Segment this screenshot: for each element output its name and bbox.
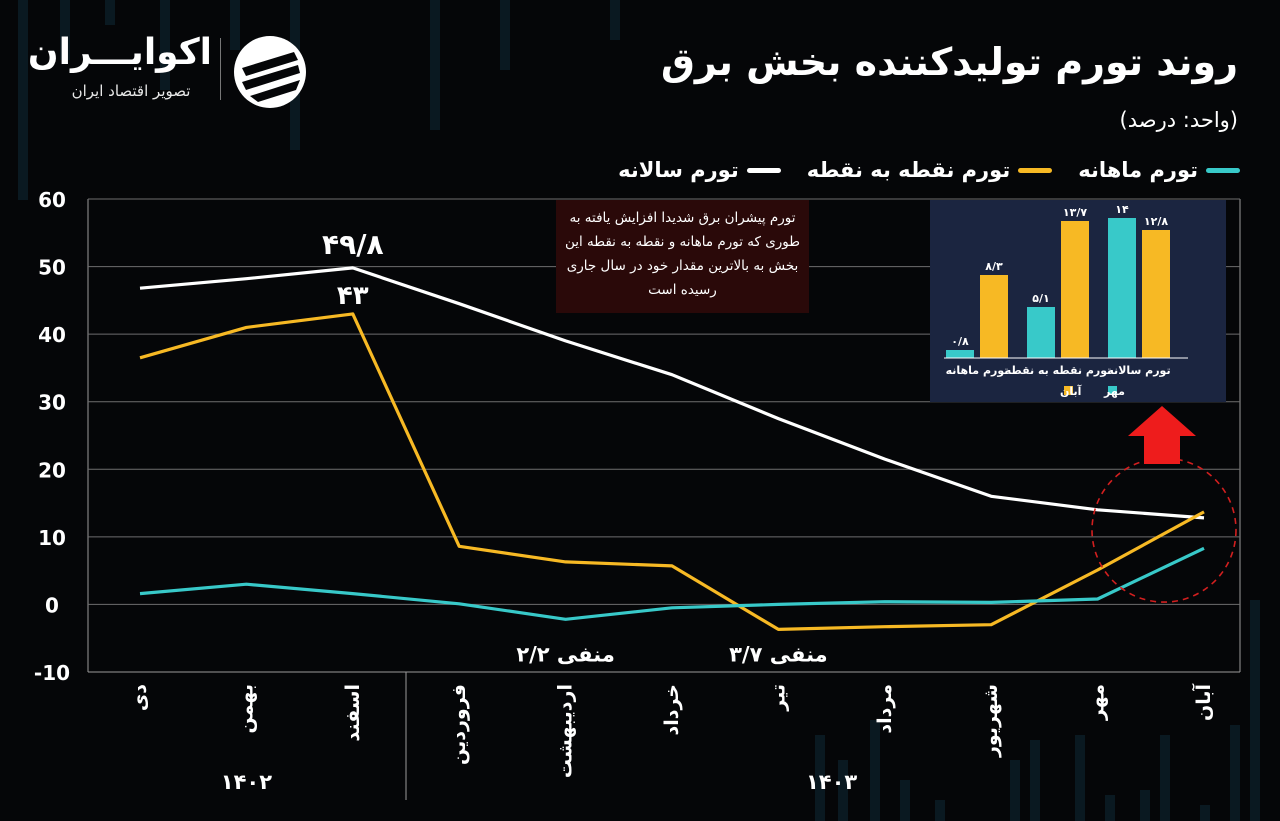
- year-group-label: ۱۴۰۳: [806, 770, 857, 794]
- inset-bar-label: ۵/۱: [1032, 292, 1049, 305]
- x-tick-label: دی: [129, 684, 151, 711]
- inset-bar-label: ۸/۳: [985, 260, 1003, 273]
- legend-label-point-to-point: تورم نقطه به نقطه: [806, 158, 1011, 182]
- y-tick-label: 50: [38, 256, 66, 280]
- inset-bar: [980, 275, 1008, 358]
- bg-candle-18: [1140, 790, 1150, 821]
- logo-divider: [220, 38, 221, 100]
- legend-swatch-annual: [746, 167, 781, 173]
- series-line-2: [139, 546, 1205, 621]
- x-tick-label: فروردین: [448, 684, 470, 765]
- bg-candle-14: [1010, 760, 1020, 821]
- bg-candle-21: [1230, 725, 1240, 821]
- legend-label-annual: تورم سالانه: [618, 158, 739, 182]
- x-tick-label: خرداد: [661, 684, 683, 736]
- bg-candle-22: [1250, 600, 1260, 821]
- inset-bar-label: ۱۳/۷: [1063, 206, 1087, 219]
- legend-item-point-to-point: تورم نقطه به نقطه: [806, 158, 1053, 182]
- inset-bar: [946, 350, 974, 358]
- page-title: روند تورم تولیدکننده بخش برق: [660, 40, 1238, 84]
- logo-name: اکوایـــران: [27, 32, 212, 73]
- x-tick-label: اردیبهشت: [555, 684, 577, 778]
- bg-candle-13: [935, 800, 945, 821]
- legend-item-monthly: تورم ماهانه: [1078, 158, 1240, 182]
- y-tick-label: 20: [38, 458, 66, 482]
- y-tick-label: 30: [38, 391, 66, 415]
- data-annotation: ۴۳: [337, 281, 369, 311]
- bg-candle-0: [18, 0, 28, 200]
- bg-candle-2: [105, 0, 115, 25]
- inset-bar: [1061, 221, 1089, 358]
- x-tick-label: مهر: [1087, 684, 1109, 721]
- x-tick-label: مرداد: [874, 684, 896, 734]
- x-tick-label: تیر: [767, 684, 789, 712]
- bg-candle-9: [815, 735, 825, 821]
- inset-bar: [1142, 230, 1170, 358]
- legend: تورم ماهانه تورم نقطه به نقطه تورم سالان…: [618, 158, 1240, 182]
- inset-bar-label: ۱۲/۸: [1144, 215, 1168, 228]
- y-tick-label: 60: [38, 188, 66, 212]
- logo-mark-icon: [234, 36, 306, 108]
- y-tick-label: 40: [38, 323, 66, 347]
- bg-candle-20: [1200, 805, 1210, 821]
- inset-legend-label: مهر: [1103, 385, 1125, 398]
- note-box: تورم پیشران برق شدیدا افزایش یافته به طو…: [556, 200, 809, 313]
- inset-category-label: تورم ماهانه: [946, 364, 1009, 377]
- up-arrow-icon: [1128, 406, 1196, 464]
- brand-logo: اکوایـــران تصویر اقتصاد ایران: [27, 32, 320, 112]
- legend-swatch-point-to-point: [1018, 167, 1053, 173]
- data-annotation: ۴۹/۸: [322, 228, 384, 261]
- y-tick-label: -10: [34, 661, 70, 685]
- x-tick-label: اسفند: [342, 684, 364, 742]
- inset-bar-label: ۱۴: [1115, 203, 1129, 216]
- inset-bar-chart-svg: ۰/۸ ۸/۳ تورم ماهانه ۵/۱ ۱۳/۷ تورم نقطه به نقط…: [944, 203, 1188, 398]
- legend-swatch-monthly: [1206, 167, 1240, 173]
- inset-bar: [1027, 307, 1055, 358]
- inset-category-label: تورم نقطه به نقطه: [1005, 364, 1112, 377]
- bg-candle-6: [430, 0, 440, 130]
- bg-candle-1: [60, 0, 70, 60]
- bg-candle-16: [1075, 735, 1085, 821]
- bg-candle-7: [500, 0, 510, 70]
- x-tick-label: بهمن: [235, 684, 257, 734]
- bg-candle-15: [1030, 740, 1040, 821]
- x-tick-label: آبان: [1191, 684, 1215, 721]
- x-tick-label: شهریور: [980, 684, 1002, 758]
- bg-candle-4: [230, 0, 240, 50]
- highlight-circle: [1091, 457, 1237, 603]
- y-tick-label: 0: [45, 593, 59, 617]
- y-tick-label: 10: [38, 526, 66, 550]
- inset-bar: [1108, 218, 1136, 358]
- bg-candle-3: [160, 0, 170, 90]
- series-line-1: [139, 312, 1205, 632]
- inset-bar-label: ۰/۸: [951, 335, 969, 348]
- series-line-0: [139, 266, 1205, 520]
- year-group-label: ۱۴۰۲: [221, 770, 272, 794]
- bg-candle-12: [900, 780, 910, 821]
- logo-subtitle: تصویر اقتصاد ایران: [71, 82, 191, 100]
- bg-candle-10: [838, 760, 848, 821]
- data-annotation: منفی ۲/۲: [516, 642, 615, 666]
- bg-candle-19: [1160, 735, 1170, 821]
- legend-label-monthly: تورم ماهانه: [1078, 158, 1198, 182]
- bg-candle-11: [870, 720, 880, 821]
- legend-item-annual: تورم سالانه: [618, 158, 781, 182]
- unit-label: (واحد: درصد): [1119, 108, 1238, 132]
- inset-legend-label: آبان: [1060, 384, 1082, 398]
- inset-legend-swatch: [1108, 386, 1117, 395]
- bg-candle-17: [1105, 795, 1115, 821]
- data-annotation: منفی ۳/۷: [729, 642, 828, 666]
- inset-bar-chart: ۰/۸ ۸/۳ تورم ماهانه ۵/۱ ۱۳/۷ تورم نقطه به نقط…: [930, 200, 1226, 402]
- inset-legend-swatch: [1064, 386, 1073, 395]
- bg-candle-8: [610, 0, 620, 40]
- inset-category-label: تورم سالانه: [1107, 364, 1170, 377]
